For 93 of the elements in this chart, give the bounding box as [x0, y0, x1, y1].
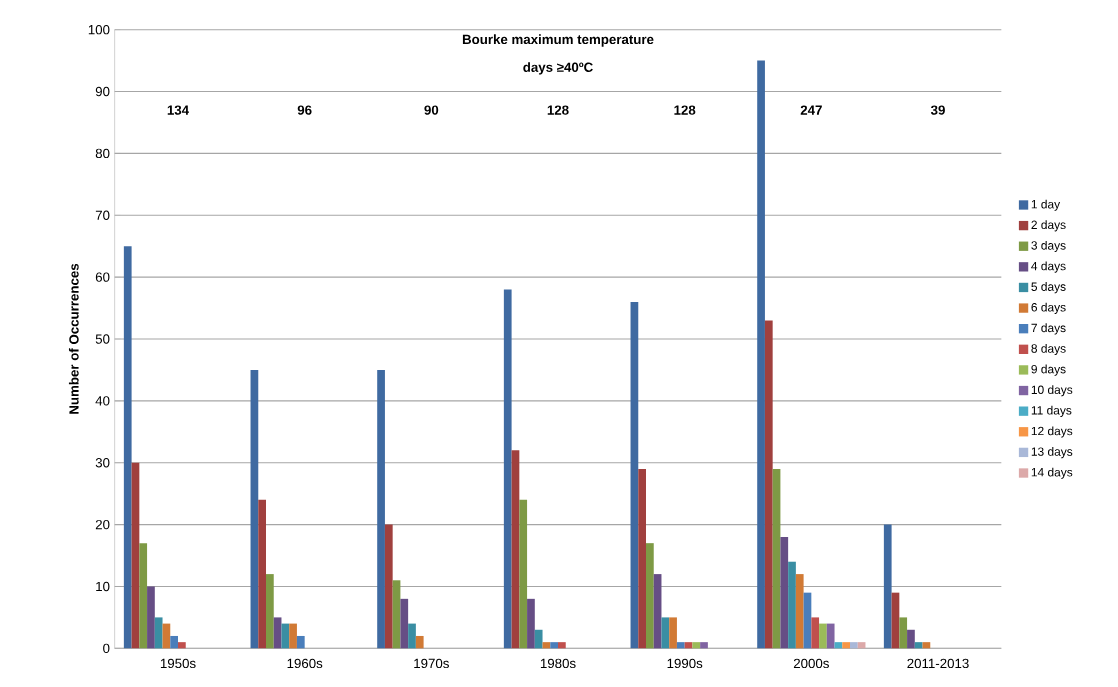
legend-label: 9 days: [1031, 364, 1066, 376]
bar: [842, 642, 850, 649]
bar: [503, 289, 512, 649]
annotation: 39: [930, 105, 945, 115]
bar: [819, 623, 827, 649]
x-tick-label: 1970s: [414, 658, 449, 669]
annotation: 90: [424, 105, 439, 115]
bar: [661, 617, 670, 649]
x-tick-label: 1950s: [160, 658, 196, 669]
bar: [795, 574, 804, 649]
bar: [527, 598, 535, 649]
legend-label: 2 days: [1031, 220, 1066, 232]
bar: [883, 524, 892, 649]
bar: [384, 524, 393, 649]
y-tick-label: 30: [95, 458, 110, 468]
bar: [511, 450, 520, 649]
x-tick-label: 2000s: [793, 658, 829, 669]
y-tick-label: 0: [103, 643, 110, 654]
bar: [392, 580, 401, 649]
y-tick-label: 70: [95, 210, 110, 220]
bar: [653, 574, 662, 649]
bar: [676, 642, 685, 649]
annotation: 128: [674, 105, 696, 115]
legend-label: 3 days: [1031, 240, 1066, 253]
bar: [907, 629, 915, 649]
bar: [250, 369, 259, 649]
legend-label: 10 days: [1031, 385, 1073, 397]
x-tick-label: 1980s: [540, 658, 576, 669]
bar: [519, 499, 528, 649]
legend-label: 14 days: [1031, 467, 1073, 479]
legend-label: 12 days: [1031, 426, 1073, 438]
bar: [123, 246, 132, 649]
bar: [289, 623, 297, 649]
bar: [273, 617, 282, 649]
bar: [154, 617, 163, 649]
bar: [281, 623, 290, 649]
bar: [757, 60, 765, 649]
bar: [377, 369, 385, 649]
bar: [139, 543, 148, 649]
y-tick-label: 40: [95, 396, 110, 406]
bar: [638, 468, 646, 649]
y-tick-label: 10: [96, 581, 110, 592]
annotation: 128: [547, 105, 569, 115]
bar: [811, 617, 820, 649]
bar: [296, 635, 305, 649]
bar: [558, 642, 566, 649]
annotation: 247: [800, 105, 822, 115]
bar: [170, 635, 178, 649]
bar: [780, 536, 789, 649]
bar: [258, 499, 266, 649]
y-tick-label: 50: [95, 334, 110, 344]
bar: [408, 623, 416, 649]
bar: [415, 635, 424, 649]
bar: [550, 642, 558, 649]
bar: [772, 468, 781, 649]
bar: [630, 301, 639, 649]
legend-label: 1 day: [1031, 199, 1061, 211]
legend-label: 11 days: [1031, 405, 1072, 417]
annotation: 134: [167, 105, 189, 115]
bar: [147, 586, 155, 649]
bar: [899, 617, 908, 649]
x-tick-label: 1960s: [287, 658, 323, 669]
legend-label: 4 days: [1031, 261, 1066, 273]
bar: [400, 598, 409, 649]
y-axis-title: Number of Occurrences: [68, 263, 79, 414]
chart-title: Bourke maximum temperature: [462, 34, 654, 47]
bar: [646, 543, 654, 649]
bar: [178, 642, 186, 649]
annotation: 96: [297, 105, 312, 115]
y-tick-label: 20: [95, 519, 110, 530]
bar: [914, 642, 923, 649]
legend-label: 8 days: [1031, 343, 1066, 356]
x-tick-label: 2011-2013: [907, 658, 969, 669]
bar: [266, 574, 274, 649]
bar: [669, 617, 677, 649]
bar: [692, 642, 701, 649]
text: days ≥40ºC: [523, 62, 593, 75]
bar: [700, 642, 708, 649]
y-tick-label: 80: [95, 148, 110, 159]
bar: [534, 629, 543, 649]
bar: [788, 561, 796, 649]
y-tick-label: 90: [95, 86, 110, 97]
bar: [764, 320, 773, 649]
bar: [131, 462, 140, 649]
legend-label: 6 days: [1031, 302, 1066, 314]
legend-label: 5 days: [1031, 282, 1066, 294]
legend-label: 7 days: [1031, 323, 1066, 335]
bar: [826, 623, 835, 649]
y-tick-label: 100: [88, 24, 110, 35]
legend-label: 13 days: [1031, 447, 1073, 459]
y-tick-label: 60: [95, 272, 110, 282]
x-tick-label: 1990s: [667, 658, 703, 669]
bar: [850, 642, 858, 649]
